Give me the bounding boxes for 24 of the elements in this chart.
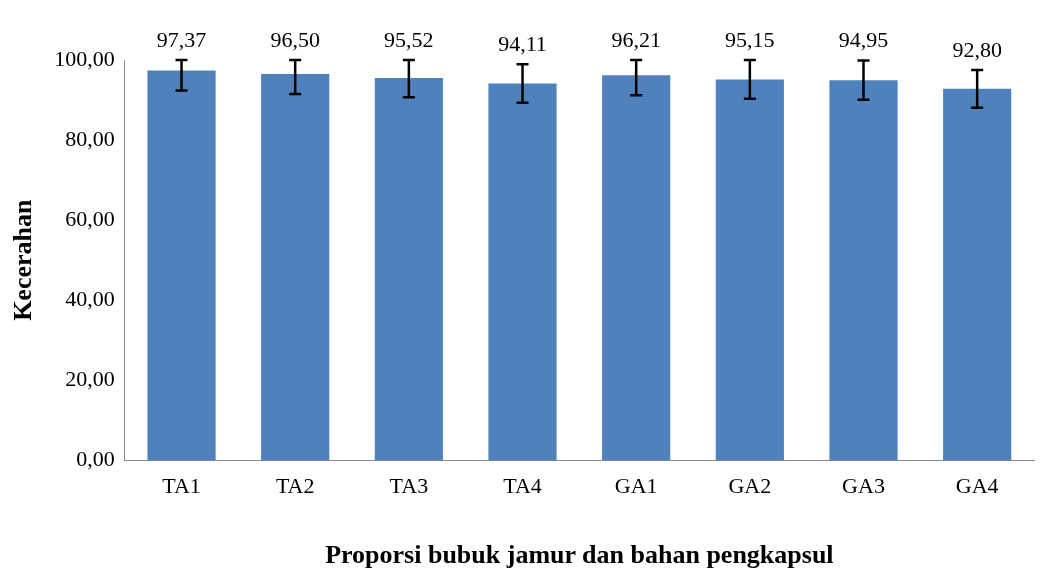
data-label: 96,50 xyxy=(270,26,320,52)
x-tick-label: GA3 xyxy=(842,473,885,499)
y-tick-label: 40,00 xyxy=(65,286,115,312)
x-tick-label: GA4 xyxy=(955,473,999,499)
x-tick-label: TA3 xyxy=(389,473,429,499)
x-tick-label: TA4 xyxy=(503,473,542,499)
data-label: 95,15 xyxy=(725,26,775,52)
x-tick-label: TA2 xyxy=(275,473,315,499)
x-tick-label: TA1 xyxy=(162,473,201,499)
data-label: 95,52 xyxy=(384,26,434,52)
data-label: 96,21 xyxy=(611,26,661,52)
y-tick-label: 80,00 xyxy=(65,125,115,151)
y-axis-title: Kecerahan xyxy=(8,199,38,321)
data-label: 97,37 xyxy=(156,26,207,52)
x-tick-label: GA1 xyxy=(614,473,658,499)
x-tick-label: GA2 xyxy=(728,473,772,499)
x-axis-title: Proporsi bubuk jamur dan bahan pengkapsul xyxy=(325,540,834,570)
y-tick-label: 20,00 xyxy=(65,366,115,392)
data-label: 92,80 xyxy=(952,36,1002,62)
y-tick-label: 60,00 xyxy=(65,205,115,231)
data-label: 94,95 xyxy=(838,27,889,53)
y-tick-label: 0,00 xyxy=(76,446,115,472)
data-label: 94,11 xyxy=(498,31,547,57)
y-tick-label: 100,00 xyxy=(54,45,115,71)
